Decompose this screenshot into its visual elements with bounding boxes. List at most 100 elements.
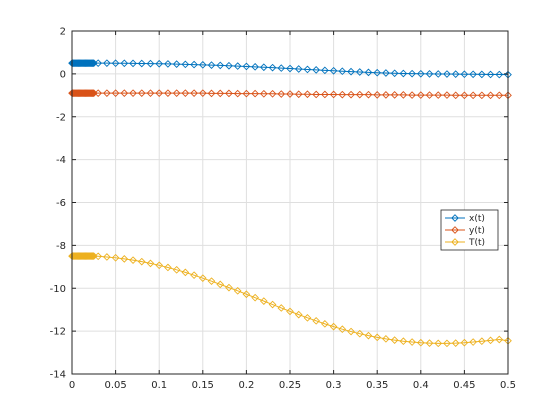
data-point-tt (129, 256, 137, 265)
x-tick-label: 0.5 (500, 380, 516, 391)
data-point-yt (190, 89, 198, 98)
data-point-xt (251, 62, 259, 71)
legend-label-yt: y(t) (469, 226, 485, 236)
data-point-xt (146, 59, 155, 68)
data-point-yt (434, 91, 443, 99)
data-point-yt (408, 91, 416, 99)
data-point-yt (286, 90, 294, 98)
data-point-xt (408, 69, 416, 78)
data-point-xt (129, 59, 137, 68)
data-point-yt (390, 91, 399, 99)
data-point-tt (268, 300, 277, 309)
data-point-xt (478, 70, 486, 79)
data-point-yt (120, 89, 129, 98)
data-point-yt (89, 89, 97, 98)
data-point-yt (321, 90, 329, 99)
data-point-yt (486, 91, 495, 100)
legend-marker-tt (451, 238, 459, 246)
data-point-xt (260, 63, 268, 72)
data-point-tt (242, 290, 251, 299)
data-point-yt (329, 90, 338, 99)
series-yt (68, 89, 512, 100)
y-tick-label: -4 (56, 155, 66, 166)
x-tick-label: 0.35 (366, 380, 388, 391)
data-point-tt (225, 283, 233, 292)
data-point-xt (89, 59, 97, 67)
data-point-tt (451, 339, 460, 347)
data-point-xt (155, 59, 164, 68)
data-point-xt (198, 60, 207, 69)
data-point-yt (495, 91, 504, 100)
data-point-xt (390, 69, 399, 78)
data-point-xt (382, 69, 390, 77)
data-point-tt (251, 293, 259, 302)
data-point-yt (347, 90, 355, 99)
data-point-xt (207, 61, 216, 69)
data-point-xt (443, 70, 451, 78)
data-point-yt (451, 91, 460, 100)
data-point-yt (242, 89, 251, 98)
data-point-yt (129, 89, 137, 98)
data-point-tt (137, 257, 146, 266)
x-tick-label: 0.3 (326, 380, 342, 391)
data-point-xt (329, 66, 338, 75)
data-point-yt (355, 90, 364, 99)
data-point-xt (137, 59, 146, 68)
data-point-tt (146, 259, 155, 268)
data-point-tt (382, 335, 390, 343)
y-tick-label: 0 (60, 69, 66, 80)
data-point-tt (172, 265, 181, 274)
data-point-tt (198, 274, 207, 283)
data-point-yt (312, 90, 320, 99)
data-point-xt (338, 67, 347, 76)
data-point-yt (443, 91, 451, 99)
x-tick-label: 0.25 (279, 380, 301, 391)
y-tick-label: -10 (50, 284, 66, 295)
data-point-tt (364, 331, 373, 340)
data-point-xt (347, 67, 355, 76)
y-tick-label: 2 (60, 27, 66, 38)
x-tick-label: 0 (69, 380, 75, 391)
data-point-xt (87, 59, 96, 67)
data-point-tt (164, 263, 172, 272)
data-point-tt (303, 313, 312, 322)
x-tick-label: 0.05 (104, 380, 126, 391)
data-point-yt (277, 90, 286, 98)
data-point-tt (373, 333, 382, 342)
data-point-yt (87, 89, 96, 98)
data-point-tt (443, 339, 451, 348)
data-point-tt (260, 297, 268, 305)
data-point-tt (460, 338, 469, 347)
data-point-xt (86, 59, 95, 67)
data-point-yt (478, 91, 486, 100)
data-point-xt (88, 59, 96, 67)
data-point-tt (89, 252, 97, 260)
data-point-xt (399, 69, 408, 78)
data-point-tt (207, 277, 216, 286)
data-point-yt (88, 89, 96, 98)
data-point-tt (408, 338, 416, 346)
data-point-tt (103, 253, 111, 261)
data-point-yt (303, 90, 312, 99)
data-point-yt (86, 89, 95, 98)
legend-item-tt: T(t) (445, 238, 485, 248)
data-point-tt (87, 252, 96, 260)
x-tick-label: 0.1 (151, 380, 167, 391)
data-point-tt (233, 286, 242, 295)
data-point-xt (355, 68, 364, 76)
data-point-xt (373, 68, 382, 77)
legend-item-yt: y(t) (445, 226, 485, 236)
data-point-yt (338, 90, 347, 99)
axis-ticks: 0 0.05 0.1 0.15 0.2 0.25 0.3 0.35 0.4 0.45 0.5 -14 -… (50, 27, 516, 392)
data-point-yt (425, 91, 434, 99)
data-point-tt (329, 322, 338, 331)
data-point-yt (137, 89, 146, 98)
data-point-xt (164, 60, 172, 68)
data-point-xt (286, 64, 294, 73)
data-point-yt (399, 91, 408, 99)
data-point-tt (486, 336, 495, 345)
data-point-xt (181, 60, 190, 69)
data-point-tt (478, 337, 486, 346)
data-point-xt (225, 61, 233, 70)
